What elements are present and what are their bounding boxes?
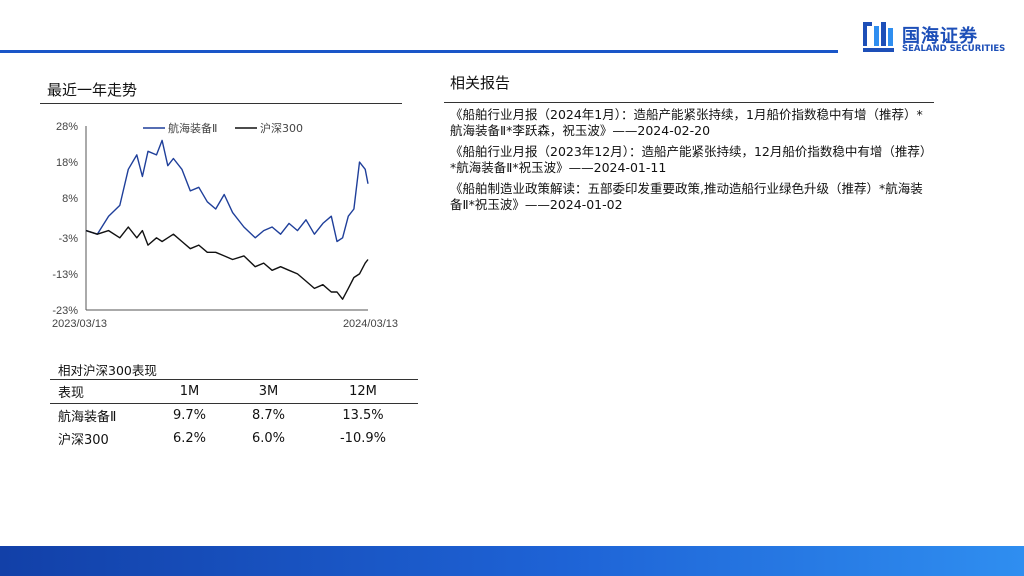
table-cell: 6.0% [251, 431, 285, 446]
table-cell: -10.9% [339, 431, 386, 446]
table-row: 航海装备Ⅱ 9.7% 8.7% 13.5% [50, 404, 418, 428]
report-link[interactable]: 《船舶制造业政策解读：五部委印发重要政策,推动造船行业绿色升级（推荐）*航海装备… [450, 181, 923, 212]
company-logo: 国海证券 SEALAND SECURITIES [862, 20, 1012, 58]
y-tick-label: 8% [62, 193, 78, 205]
y-tick-label: -3% [58, 233, 78, 245]
table-cell: 8.7% [251, 408, 285, 423]
row-label: 航海装备Ⅱ [58, 410, 117, 425]
header-cell: 1M [150, 379, 229, 404]
logo-name-cn: 国海证券 [902, 26, 978, 47]
trend-section-title: 最近一年走势 [47, 81, 138, 99]
footer-bar [0, 546, 1024, 576]
x-tick-label: 2023/03/13 [52, 318, 107, 330]
report-link[interactable]: 《船舶行业月报（2024年1月）：造船产能紧张持续，1月船价指数稳中有增（推荐）… [450, 107, 923, 138]
performance-title: 相对沪深300表现 [58, 363, 157, 378]
table-cell: 6.2% [172, 431, 206, 446]
trend-chart: 28% 18% 8% -3% -13% -23%2023/03/13 2024/03/13 航… [52, 121, 398, 330]
table-cell: 9.7% [172, 408, 206, 423]
table-row: 沪深300 6.2% 6.0% -10.9% [50, 427, 418, 450]
y-tick-label: -13% [52, 269, 78, 281]
performance-table: 表现 1M 3M 12M 航海装备Ⅱ 9.7% 8.7% 13.5% 沪深300… [50, 379, 418, 450]
reports-section-rule [444, 102, 934, 103]
table-cell: 13.5% [342, 408, 384, 423]
header-cell: 12M [307, 379, 418, 404]
sealand-logo-icon [863, 22, 894, 52]
legend-label: 沪深300 [260, 121, 303, 135]
top-rule [0, 50, 838, 53]
y-tick-label: 28% [56, 121, 78, 133]
series-line-hs300 [85, 226, 369, 300]
legend-label: 航海装备Ⅱ [168, 121, 217, 135]
related-reports-list: 《船舶行业月报（2024年1月）：造船产能紧张持续，1月船价指数稳中有增（推荐）… [450, 107, 934, 218]
reports-section-title: 相关报告 [450, 74, 511, 92]
performance-header-row: 表现 1M 3M 12M [50, 379, 418, 404]
y-tick-label: 18% [56, 157, 78, 169]
row-label: 沪深300 [58, 433, 109, 448]
trend-section-rule [40, 103, 402, 104]
report-link[interactable]: 《船舶行业月报（2023年12月）：造船产能紧张持续，12月船价指数稳中有增（推… [450, 144, 933, 175]
logo-name-en: SEALAND SECURITIES [902, 44, 1006, 54]
x-tick-label: 2024/03/13 [343, 318, 398, 330]
series-line-hanghai [85, 139, 369, 243]
header-cell: 表现 [50, 379, 150, 404]
header-cell: 3M [228, 379, 308, 404]
y-tick-label: -23% [52, 305, 78, 317]
